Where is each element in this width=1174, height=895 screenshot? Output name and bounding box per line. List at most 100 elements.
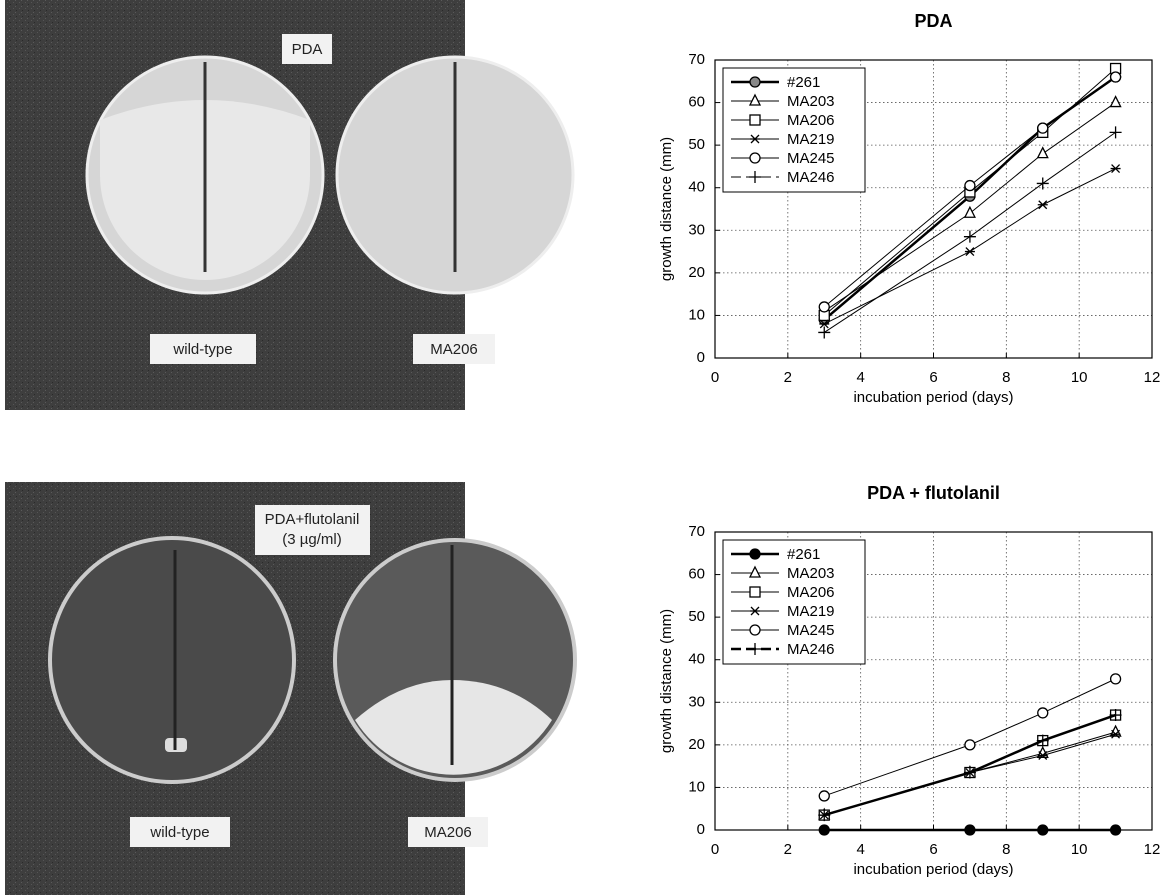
photo-title: PDA [292,41,323,58]
x-tick-label: 12 [1144,841,1161,858]
marker [963,205,976,218]
legend-label: MA245 [787,622,835,639]
marker [1036,146,1049,159]
marker [1109,126,1122,139]
y-tick-label: 20 [688,264,705,281]
legend-label: MA206 [787,584,835,601]
legend-label: MA246 [787,641,835,658]
legend-marker [750,606,760,616]
plot-frame [714,59,1153,359]
y-tick-label: 30 [688,693,705,710]
label-card [282,34,332,64]
marker [818,809,831,822]
legend-marker [748,93,762,106]
legend-label: MA245 [787,150,835,167]
series-line [823,102,1116,312]
y-tick-label: 0 [697,821,705,838]
marker [818,326,831,339]
x-tick-label: 2 [784,841,792,858]
x-axis-label: incubation period (days) [853,389,1013,406]
legend-label: MA219 [787,603,835,620]
x-tick-label: 8 [1002,369,1010,386]
series-line [823,131,1116,333]
y-tick-label: 50 [688,136,705,153]
y-tick-label: 60 [688,566,705,583]
x-tick-label: 0 [711,369,719,386]
y-tick-label: 70 [688,523,705,540]
marker [818,790,830,802]
legend-box [722,67,866,193]
marker [964,824,976,836]
marker [818,824,830,836]
y-tick-label: 10 [688,306,705,323]
dish [48,536,296,784]
marker [819,319,830,329]
x-tick-label: 12 [1144,369,1161,386]
photo-label: wild-type [149,824,209,841]
legend-label: MA246 [787,169,835,186]
chart-title: PDA [914,11,952,31]
marker [1037,200,1048,210]
x-tick-label: 2 [784,369,792,386]
y-tick-label: 10 [688,778,705,795]
legend-label: MA203 [787,93,835,110]
x-tick-label: 10 [1071,369,1088,386]
marker [1037,824,1049,836]
y-tick-label: 0 [697,349,705,366]
label-card [255,505,370,555]
y-axis-label: growth distance (mm) [658,137,675,281]
legend-marker [748,565,762,578]
label-card [150,334,256,364]
photo-title: PDA+flutolanil [265,511,360,528]
legend-marker [749,643,761,655]
marker [1109,673,1122,685]
chart-title: PDA + flutolanil [867,483,1000,503]
marker [1037,122,1049,134]
marker [964,247,975,257]
marker [1110,729,1121,739]
series-line [824,168,1116,325]
label-card [413,334,495,364]
series-line [824,678,1116,797]
marker [1109,95,1122,108]
photo-label: wild-type [172,341,232,358]
y-tick-label: 60 [688,94,705,111]
x-axis-label: incubation period (days) [853,861,1013,878]
legend-marker [750,134,760,144]
label-card [130,817,230,847]
marker [1036,177,1049,190]
photo: PDA+flutolanil (3 µg/ml) wild-type MA206 [5,482,577,895]
y-axis-label: growth distance (mm) [658,609,675,753]
series-line [823,68,1116,316]
photo-label: MA206 [424,824,472,841]
y-tick-label: 40 [688,179,705,196]
y-tick-label: 30 [688,221,705,238]
photo-label: MA206 [430,341,478,358]
x-tick-label: 0 [711,841,719,858]
photo: PDA wild-type MA206 [5,0,575,410]
marker [1037,707,1049,719]
legend-marker [749,548,761,560]
y-tick-label: 20 [688,736,705,753]
marker [1109,709,1122,722]
x-tick-label: 4 [856,841,864,858]
x-tick-label: 6 [929,841,937,858]
marker [963,766,976,779]
legend-label: MA203 [787,565,835,582]
legend-marker [749,152,761,164]
legend-label: MA219 [787,131,835,148]
x-tick-label: 4 [856,369,864,386]
legend-label: #261 [787,74,820,91]
x-tick-label: 8 [1002,841,1010,858]
marker [1110,164,1121,174]
legend-marker [749,586,761,598]
y-tick-label: 70 [688,51,705,68]
marker [964,179,976,192]
marker [1037,751,1048,760]
y-tick-label: 50 [688,608,705,625]
marker [1109,824,1122,836]
marker [1109,71,1122,83]
legend-box [722,539,866,665]
legend-marker [749,76,761,88]
